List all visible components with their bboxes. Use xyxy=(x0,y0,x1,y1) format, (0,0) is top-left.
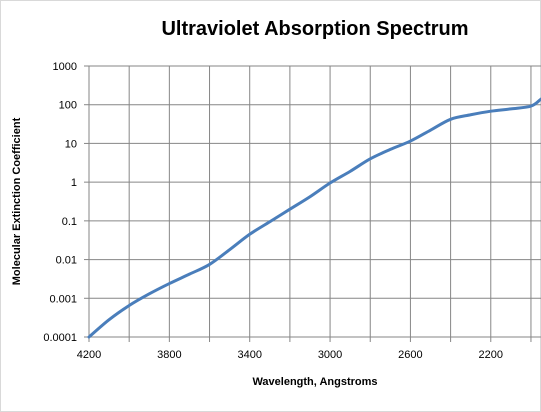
series-layer xyxy=(87,97,541,339)
y-tick-label: 0.0001 xyxy=(43,332,77,344)
x-axis-label: Wavelength, Angstroms xyxy=(252,376,377,388)
x-tick-label: 3000 xyxy=(318,349,342,361)
chart-title: Ultraviolet Absorption Spectrum xyxy=(161,18,469,40)
x-tick-label: 2600 xyxy=(398,349,422,361)
y-tick-label: 100 xyxy=(59,100,77,112)
y-tick-label: 1 xyxy=(71,177,77,189)
y-tick-label: 0.1 xyxy=(62,216,77,228)
x-tick-label: 2200 xyxy=(479,349,503,361)
y-axis-label: Molecular Extinction Coefficient xyxy=(11,117,23,285)
x-tick-label: 3400 xyxy=(237,349,261,361)
y-tick-label: 1000 xyxy=(53,61,77,73)
grid-layer xyxy=(88,65,541,338)
y-tick-label: 0.01 xyxy=(56,255,77,267)
tick-label-layer: 0.0001 0.001 0.01 0.1 1 10 100 1000 4200 3800 3400… xyxy=(43,61,503,361)
y-tick-label: 10 xyxy=(65,138,77,150)
series-line xyxy=(87,97,541,339)
x-tick-label: 4200 xyxy=(77,349,101,361)
axis-layer xyxy=(84,65,541,342)
y-tick-label: 0.001 xyxy=(49,293,77,305)
x-tick-label: 3800 xyxy=(157,349,181,361)
